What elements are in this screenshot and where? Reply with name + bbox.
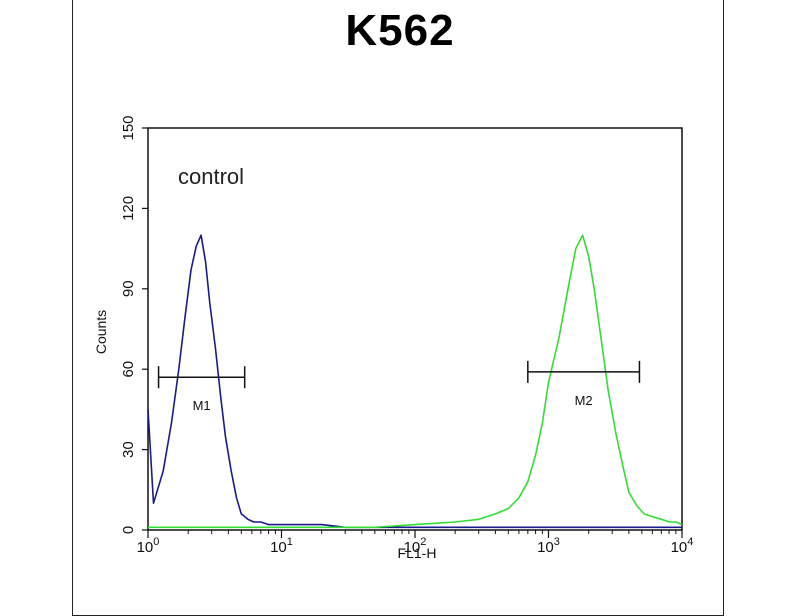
x-tick-label: 104 — [671, 536, 694, 556]
x-axis-title: FL1-H — [398, 545, 437, 561]
series-layer — [147, 234, 683, 529]
histogram-chart: 0 30 60 90 120 150 100 101 102 103 104 M1 M2 contro… — [93, 115, 693, 561]
figure-page: K562 0 30 60 90 120 150 100 101 102 103 104 M1 M2 c… — [72, 0, 724, 616]
histogram-series-1 — [147, 234, 682, 529]
x-tick-label: 101 — [270, 536, 293, 556]
gate-marker-m1: M1 — [157, 366, 246, 413]
y-tick-label: 30 — [120, 441, 137, 458]
y-tick-label: 60 — [120, 361, 137, 378]
marker-label: M1 — [193, 398, 211, 413]
y-tick-label: 120 — [120, 196, 137, 221]
markers-layer: M1 M2 — [157, 360, 641, 413]
marker-label: M2 — [575, 393, 593, 408]
x-tick-label: 100 — [137, 536, 160, 556]
control-annotation: control — [178, 164, 244, 189]
y-axis-title: Counts — [93, 310, 109, 354]
x-tick-label: 103 — [537, 536, 560, 556]
y-tick-label: 150 — [120, 115, 137, 140]
plot-axes: 0 30 60 90 120 150 100 101 102 103 104 — [120, 115, 693, 556]
histogram-series-2 — [148, 234, 683, 529]
x-tick-label: 102 — [404, 536, 427, 556]
y-tick-label: 90 — [120, 280, 137, 297]
chart-title: K562 — [345, 6, 455, 55]
gate-marker-m2: M2 — [527, 360, 641, 408]
y-tick-label: 0 — [120, 526, 137, 534]
